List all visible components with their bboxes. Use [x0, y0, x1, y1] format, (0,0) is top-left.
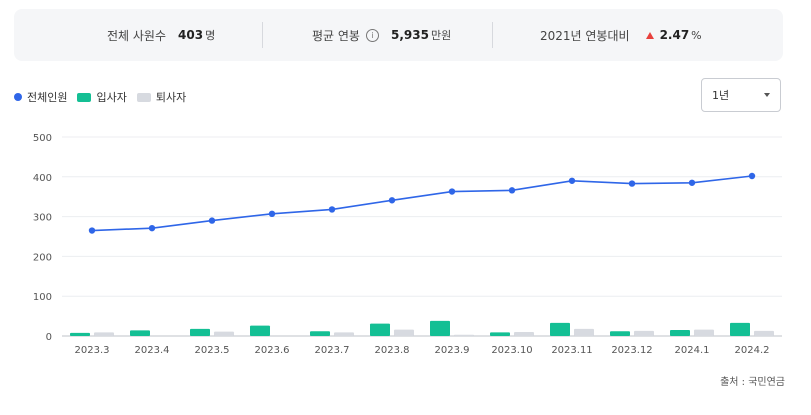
leavers-bar: [694, 329, 714, 336]
source-note: 출처 : 국민연금: [720, 377, 785, 388]
salary-change-label: 2021년 연봉대비: [540, 28, 630, 43]
total-point: [268, 210, 276, 218]
employee-count-unit: 명: [205, 29, 216, 42]
legend-label-leavers: 퇴사자: [155, 91, 187, 104]
leavers-bar: [514, 332, 534, 336]
x-tick-label: 2024.1: [675, 345, 710, 356]
hires-bar: [430, 320, 450, 336]
hires-bar: [550, 322, 570, 336]
leavers-bar: [634, 330, 654, 336]
leavers-bar: [754, 330, 774, 336]
total-point: [448, 188, 456, 195]
y-tick-label: 300: [33, 213, 52, 224]
total-point: [148, 224, 156, 232]
total-point: [748, 172, 756, 180]
hires-bar: [370, 323, 390, 336]
x-tick-label: 2023.12: [611, 345, 652, 356]
y-tick-label: 200: [33, 252, 52, 263]
hires-bar: [130, 330, 150, 336]
total-point: [628, 180, 636, 187]
hires-bar: [610, 331, 630, 336]
legend-item-hires[interactable]: 입사자: [77, 89, 127, 105]
salary-change-stat: 2021년 연봉대비 2.47 %: [540, 9, 702, 61]
salary-change-unit: %: [691, 28, 702, 42]
legend-label-hires: 입사자: [96, 91, 127, 104]
x-tick-label: 2023.8: [375, 345, 410, 356]
y-tick-label: 500: [33, 133, 52, 144]
hires-bar: [70, 332, 90, 336]
y-tick-label: 0: [46, 332, 52, 343]
x-tick-label: 2024.2: [735, 345, 770, 356]
leavers-bar: [574, 328, 594, 336]
summary-panel: 전체 사원수 403 명 평균 연봉 i 5,935 만원 2021년 연봉대비…: [14, 9, 783, 61]
leavers-bar: [334, 332, 354, 336]
hires-bar: [670, 330, 690, 336]
employee-count-label: 전체 사원수: [107, 28, 167, 43]
leavers-bar: [394, 329, 414, 336]
average-salary-label: 평균 연봉: [312, 28, 360, 43]
leavers-swatch-icon: [136, 92, 151, 102]
info-icon[interactable]: i: [365, 28, 379, 42]
total-point: [568, 177, 576, 184]
x-tick-label: 2023.6: [255, 345, 290, 356]
divider: [262, 22, 263, 48]
x-tick-label: 2023.3: [75, 345, 110, 356]
total-point: [508, 187, 516, 194]
total-marker-icon: [14, 93, 22, 101]
total-point: [328, 206, 336, 213]
hires-bar: [190, 328, 210, 336]
hires-bar: [310, 331, 330, 336]
salary-change-value: 2.47: [659, 28, 690, 42]
legend-label-total: 전체인원: [27, 91, 68, 104]
x-tick-label: 2023.11: [551, 345, 592, 356]
total-line: [91, 175, 753, 232]
leavers-bar: [454, 334, 474, 336]
employee-count-stat: 전체 사원수 403 명: [107, 9, 215, 61]
divider: [492, 22, 493, 48]
hires-bar: [730, 322, 750, 336]
y-tick-label: 100: [33, 292, 52, 303]
x-tick-label: 2023.4: [135, 345, 170, 356]
x-tick-label: 2023.9: [435, 345, 470, 356]
leavers-bar: [94, 332, 114, 336]
average-salary-stat: 평균 연봉 i 5,935 만원: [312, 9, 451, 61]
x-tick-label: 2023.5: [195, 345, 230, 356]
period-select[interactable]: 1년: [701, 78, 781, 112]
period-select-value: 1년: [712, 89, 730, 102]
legend-item-total[interactable]: 전체인원: [14, 89, 67, 105]
legend-item-leavers[interactable]: 퇴사자: [136, 89, 187, 105]
total-point: [208, 217, 216, 224]
hires-swatch-icon: [77, 92, 92, 102]
total-point: [88, 227, 96, 234]
x-tick-label: 2023.7: [315, 345, 350, 356]
total-point: [388, 197, 396, 204]
chevron-down-icon: [764, 93, 770, 97]
employee-count-value: 403: [178, 28, 204, 42]
chart-legend: 전체인원 입사자 퇴사자: [14, 89, 196, 105]
hires-bar: [490, 332, 510, 336]
x-tick-label: 2023.10: [491, 345, 532, 356]
y-tick-label: 400: [33, 173, 52, 184]
leavers-bar: [214, 331, 234, 336]
average-salary-value: 5,935: [390, 28, 429, 42]
total-point: [688, 179, 696, 186]
up-arrow-icon: [645, 31, 654, 39]
hires-bar: [250, 325, 270, 336]
average-salary-unit: 만원: [430, 29, 452, 42]
